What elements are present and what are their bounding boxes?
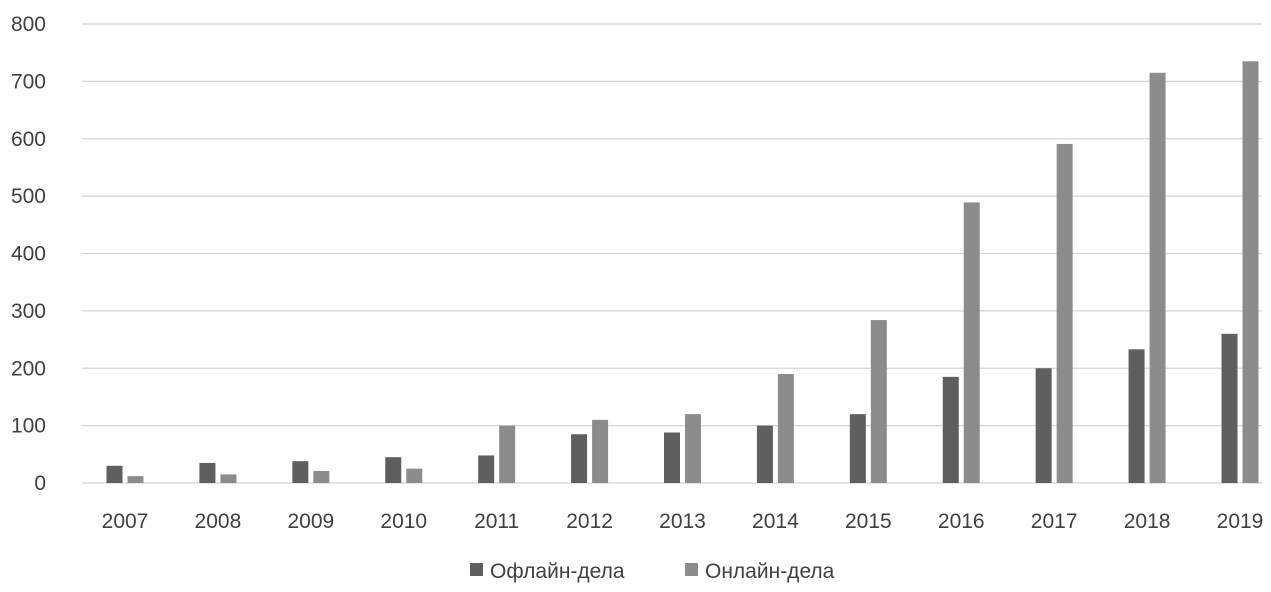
bar-online-2014 xyxy=(777,373,794,483)
x-tick-label: 2017 xyxy=(1031,510,1078,533)
bar-online-2007 xyxy=(127,476,144,483)
bar-offline-2018 xyxy=(1128,349,1145,483)
legend-swatch xyxy=(470,563,483,576)
x-tick-label: 2010 xyxy=(380,510,427,533)
bar-offline-2010 xyxy=(385,457,402,483)
legend-swatch xyxy=(685,563,698,576)
y-tick-label: 200 xyxy=(11,357,46,380)
bar-offline-2007 xyxy=(106,465,123,483)
bar-online-2013 xyxy=(685,414,701,483)
y-tick-label: 400 xyxy=(11,243,46,266)
y-tick-label: 700 xyxy=(11,70,46,93)
y-tick-label: 300 xyxy=(11,300,46,323)
y-tick-label: 500 xyxy=(11,185,46,208)
x-tick-label: 2013 xyxy=(659,510,706,533)
bar-offline-2015 xyxy=(849,414,866,483)
x-tick-label: 2007 xyxy=(102,510,149,533)
bar-offline-2008 xyxy=(199,462,216,483)
x-tick-label: 2012 xyxy=(566,510,613,533)
bar-offline-2009 xyxy=(292,461,309,483)
y-tick-label: 800 xyxy=(11,13,46,36)
x-tick-label: 2014 xyxy=(752,510,799,533)
y-tick-label: 100 xyxy=(11,415,46,438)
bar-online-2008 xyxy=(220,474,237,483)
bar-offline-2012 xyxy=(571,434,588,483)
bar-online-2010 xyxy=(406,468,423,483)
legend: Офлайн-дела Онлайн-дела xyxy=(470,560,835,583)
x-tick-label: 2011 xyxy=(474,510,519,533)
x-tick-label: 2018 xyxy=(1124,510,1171,533)
legend-label: Офлайн-дела xyxy=(490,560,625,583)
bar-offline-2019 xyxy=(1221,333,1238,483)
bars xyxy=(106,61,1259,484)
bar-online-2009 xyxy=(313,470,330,483)
bar-offline-2016 xyxy=(942,376,959,483)
legend-label: Онлайн-дела xyxy=(705,560,835,583)
x-tick-label: 2008 xyxy=(195,510,242,533)
x-tick-label: 2016 xyxy=(938,510,985,533)
x-tick-label: 2019 xyxy=(1217,510,1264,533)
bar-offline-2017 xyxy=(1035,368,1052,483)
bar-online-2019 xyxy=(1242,61,1259,483)
bar-offline-2011 xyxy=(478,455,495,483)
x-tick-label: 2015 xyxy=(845,510,892,533)
gridlines xyxy=(82,23,1262,484)
bar-offline-2013 xyxy=(664,432,680,483)
bar-online-2012 xyxy=(592,419,609,483)
y-tick-label: 0 xyxy=(34,472,46,495)
y-axis-ticks: 0 100 200 300 400 500 600 700 800 xyxy=(11,13,46,495)
bar-offline-2014 xyxy=(756,425,773,483)
bar-online-2018 xyxy=(1149,72,1166,484)
x-tick-label: 2009 xyxy=(287,510,334,533)
y-tick-label: 600 xyxy=(11,128,46,151)
bar-online-2016 xyxy=(963,202,980,483)
bar-online-2017 xyxy=(1056,143,1073,483)
bar-online-2015 xyxy=(870,320,887,483)
bar-online-2011 xyxy=(499,425,516,483)
x-axis-ticks: 2007 2008 2009 2010 2011 2012 2013 2014 2015 2016… xyxy=(102,510,1264,533)
